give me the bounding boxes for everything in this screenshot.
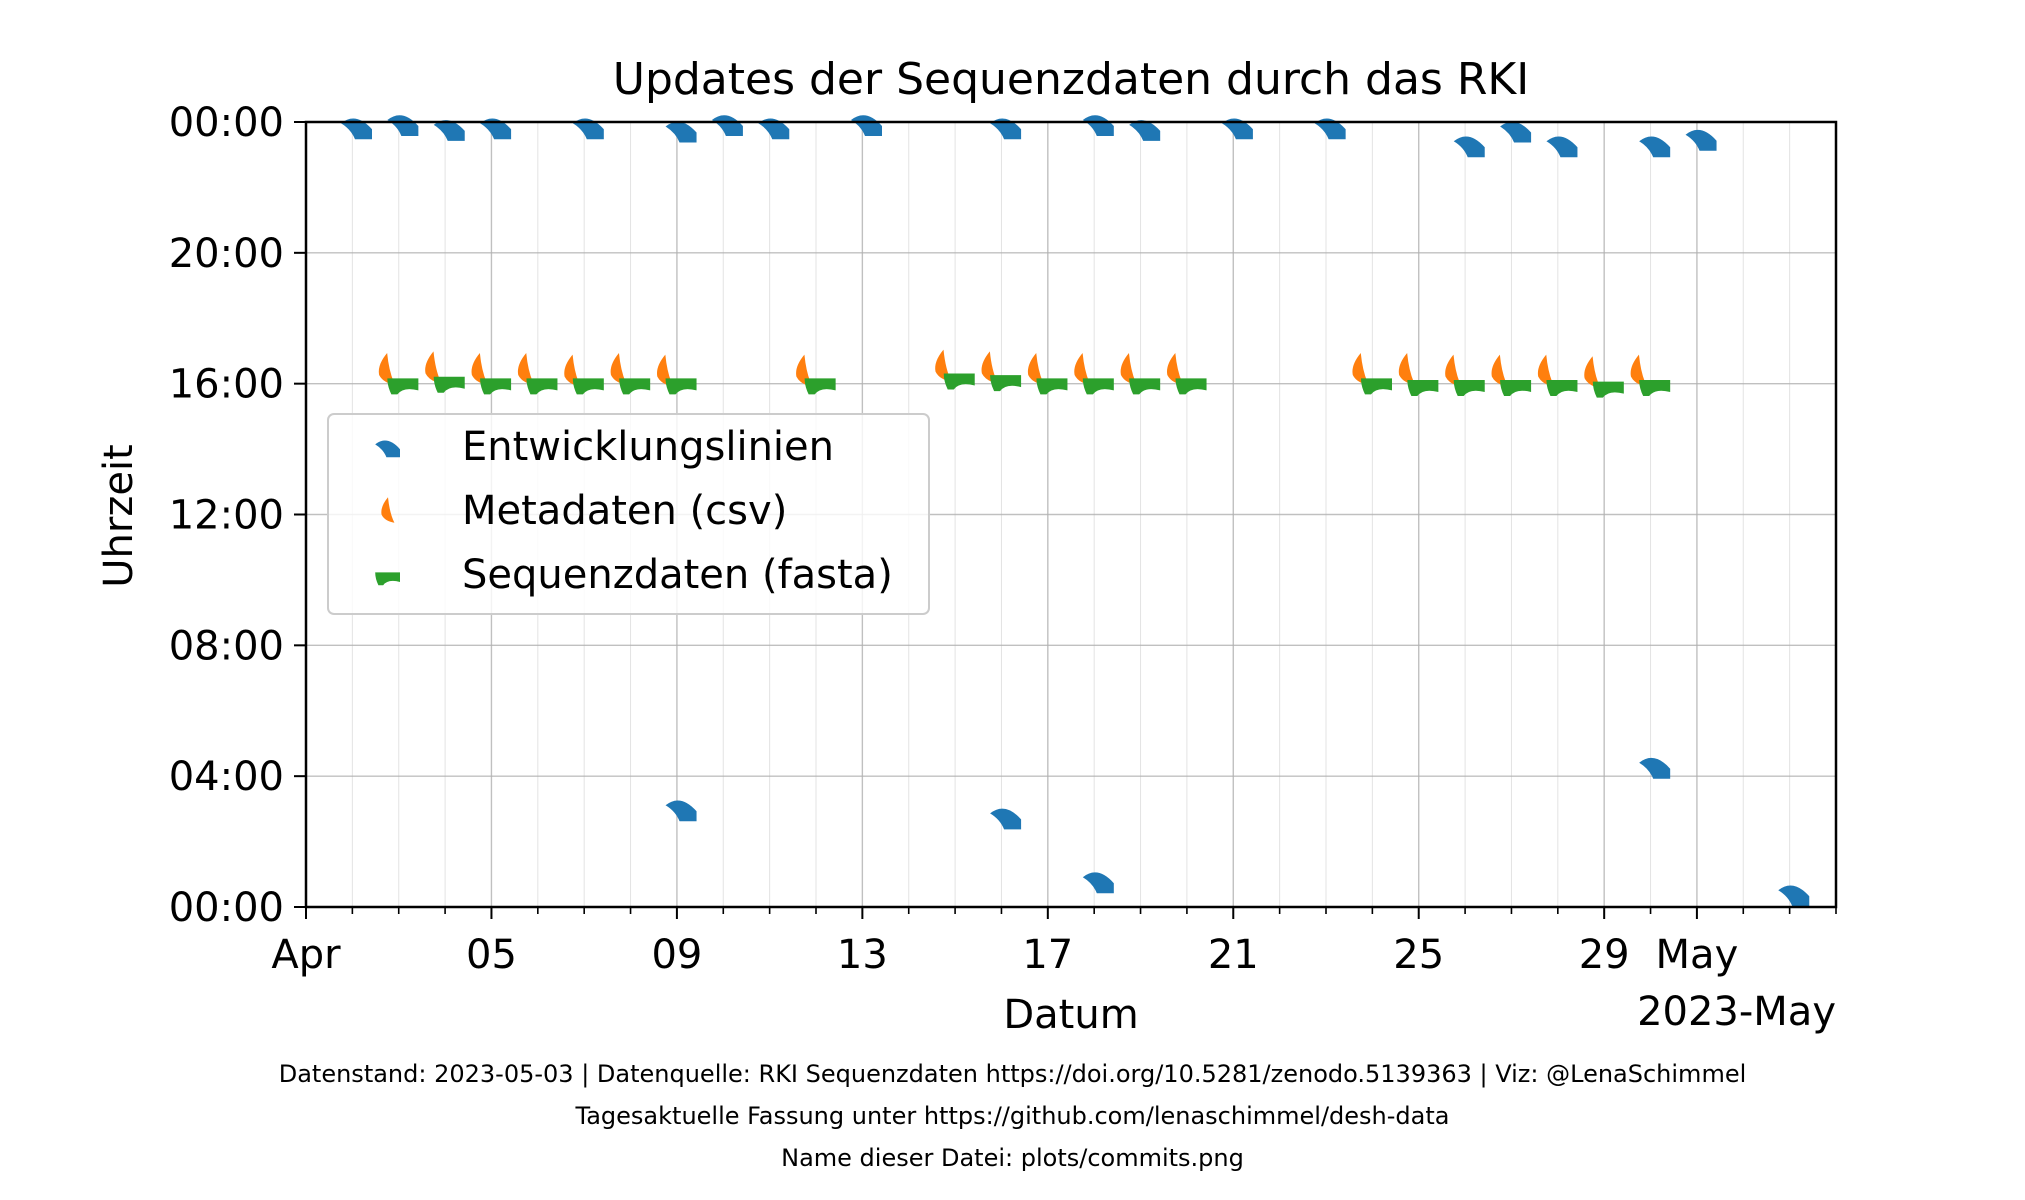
x-offset-label: 2023-May bbox=[1637, 989, 1836, 1035]
metadaten-point bbox=[1630, 354, 1647, 387]
sequenzdaten-point bbox=[572, 378, 604, 395]
entwicklungslinien-point bbox=[1453, 136, 1485, 158]
legend-box bbox=[327, 413, 930, 615]
metadaten-point bbox=[1027, 352, 1045, 385]
entwicklungslinien-point bbox=[851, 115, 882, 136]
x-tick-label: 13 bbox=[837, 932, 888, 978]
sequenzdaten-point bbox=[1500, 380, 1532, 397]
entwicklungslinien-point bbox=[1314, 118, 1346, 140]
y-tick-label: 04:00 bbox=[169, 754, 284, 800]
legend-marker bbox=[375, 572, 400, 586]
entwicklungslinien-point bbox=[1082, 115, 1114, 136]
entwicklungslinien-point bbox=[433, 120, 465, 141]
entwicklungslinien-point bbox=[665, 800, 697, 822]
x-axis-label: Datum bbox=[1003, 992, 1138, 1038]
sequenzdaten-point bbox=[1407, 380, 1439, 397]
x-tick-label: 17 bbox=[1022, 932, 1073, 978]
entwicklungslinien-point bbox=[1546, 136, 1578, 158]
y-tick-label: 00:00 bbox=[169, 885, 284, 931]
entwicklungslinien-point bbox=[1639, 136, 1671, 158]
entwicklungslinien-point bbox=[341, 118, 372, 140]
metadaten-point bbox=[1166, 352, 1184, 385]
metadaten-point bbox=[1352, 352, 1369, 385]
entwicklungslinien-point bbox=[1221, 118, 1253, 140]
entwicklungslinien-point bbox=[1778, 885, 1810, 907]
sequenzdaten-point bbox=[943, 373, 975, 390]
legend-label: Metadaten (csv) bbox=[462, 488, 787, 534]
sequenzdaten-point bbox=[1361, 378, 1392, 395]
legend-label: Entwicklungslinien bbox=[462, 424, 834, 470]
sequenzdaten-point bbox=[1592, 381, 1624, 398]
metadaten-point bbox=[471, 352, 488, 385]
data-points bbox=[341, 115, 1810, 907]
metadaten-point bbox=[1120, 352, 1137, 385]
y-tick-label: 08:00 bbox=[169, 623, 284, 669]
sequenzdaten-point bbox=[480, 378, 512, 395]
sequenzdaten-point bbox=[526, 378, 558, 395]
metadaten-point bbox=[1491, 354, 1508, 387]
y-tick-label: 12:00 bbox=[169, 493, 284, 539]
y-tick-label: 16:00 bbox=[169, 362, 284, 408]
metadaten-point bbox=[610, 352, 627, 385]
entwicklungslinien-point bbox=[387, 115, 419, 136]
legend-label: Sequenzdaten (fasta) bbox=[462, 552, 893, 598]
metadaten-point bbox=[425, 351, 442, 384]
x-tick-label: 29 bbox=[1579, 932, 1630, 978]
footer-current-version: Tagesaktuelle Fassung unter https://gith… bbox=[575, 1102, 1450, 1130]
metadaten-point bbox=[378, 352, 396, 385]
footer-file-name: Name dieser Datei: plots/commits.png bbox=[781, 1144, 1244, 1172]
sequenzdaten-point bbox=[1453, 380, 1485, 397]
metadaten-point bbox=[1537, 354, 1555, 387]
entwicklungslinien-point bbox=[990, 118, 1022, 140]
sequenzdaten-point bbox=[619, 378, 651, 395]
sequenzdaten-point bbox=[665, 378, 697, 395]
metadaten-point bbox=[517, 352, 535, 385]
entwicklungslinien-point bbox=[758, 118, 790, 140]
sequenzdaten-point bbox=[1036, 378, 1068, 395]
sequenzdaten-point bbox=[1129, 378, 1161, 395]
metadaten-point bbox=[1445, 354, 1462, 387]
y-axis-label: Uhrzeit bbox=[96, 444, 142, 587]
entwicklungslinien-point bbox=[1639, 757, 1671, 779]
entwicklungslinien-point bbox=[1082, 872, 1114, 894]
sequenzdaten-point bbox=[1175, 378, 1207, 395]
axis-ticks: Apr 05 09 13 17 21 25 29 May 00:00 04:00 08:00 12:00… bbox=[169, 100, 1837, 978]
sequenzdaten-point bbox=[1082, 378, 1114, 395]
metadaten-point bbox=[1584, 356, 1601, 389]
chart-title: Updates der Sequenzdaten durch das RKI bbox=[613, 54, 1530, 105]
x-tick-label: 21 bbox=[1208, 932, 1259, 978]
sequenzdaten-point bbox=[433, 376, 465, 393]
sequenzdaten-point bbox=[990, 375, 1022, 392]
legend: Entwicklungslinien Metadaten (csv) Sequenz… bbox=[327, 413, 930, 615]
entwicklungslinien-point bbox=[480, 118, 512, 140]
entwicklungslinien-point bbox=[711, 115, 743, 136]
metadaten-point bbox=[1074, 352, 1091, 385]
footer-data-source: Datenstand: 2023-05-03 | Datenquelle: RK… bbox=[278, 1060, 1747, 1088]
sequenzdaten-point bbox=[387, 378, 419, 395]
legend-marker bbox=[381, 497, 395, 523]
entwicklungslinien-point bbox=[1129, 120, 1161, 141]
x-tick-label: Apr bbox=[271, 932, 341, 978]
y-tick-label: 20:00 bbox=[169, 231, 284, 277]
entwicklungslinien-point bbox=[990, 808, 1022, 830]
sequenzdaten-point bbox=[1546, 380, 1578, 397]
x-tick-label: 25 bbox=[1393, 932, 1444, 978]
x-tick-label: 05 bbox=[466, 932, 517, 978]
entwicklungslinien-point bbox=[572, 118, 604, 140]
entwicklungslinien-point bbox=[1685, 129, 1717, 151]
metadaten-point bbox=[1398, 352, 1416, 385]
x-tick-label: 09 bbox=[651, 932, 702, 978]
sequenzdaten-point bbox=[804, 378, 836, 395]
legend-marker bbox=[375, 440, 400, 458]
x-tick-label: May bbox=[1656, 932, 1739, 978]
sequenzdaten-point bbox=[1639, 380, 1671, 397]
entwicklungslinien-point bbox=[1500, 121, 1532, 143]
y-tick-label: 00:00 bbox=[169, 100, 284, 146]
entwicklungslinien-point bbox=[665, 121, 697, 143]
